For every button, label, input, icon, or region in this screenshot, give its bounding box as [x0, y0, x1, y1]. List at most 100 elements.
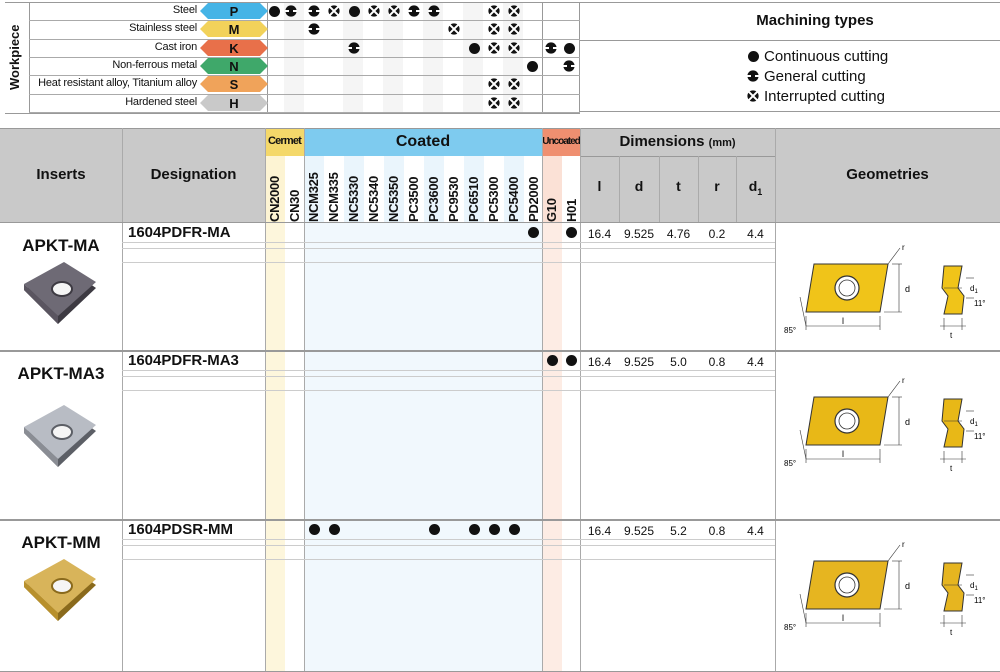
svg-text:H: H — [229, 96, 238, 111]
grade-column-label: PD2000 — [526, 176, 541, 222]
grade-availability-dot — [527, 227, 539, 238]
main-table: Inserts Designation Cermet Coated Uncoat… — [0, 128, 1000, 672]
svg-text:P: P — [230, 4, 239, 19]
grade-column-label: NCM335 — [326, 172, 341, 223]
interrupted-cutting-icon — [747, 90, 759, 102]
interrupted-cutting-icon — [448, 23, 460, 35]
cermet-label: Cermet — [267, 135, 302, 147]
iso-group-tag: N — [200, 57, 268, 74]
insert-name: APKT-MA3 — [17, 364, 105, 383]
grade-column-label: NC5350 — [386, 176, 401, 222]
insert-photo — [24, 559, 96, 621]
interrupted-cutting-icon — [388, 5, 400, 17]
svg-text:r: r — [902, 540, 905, 549]
inserts-header: Inserts — [36, 166, 86, 183]
svg-text:r: r — [902, 243, 905, 252]
grade-column-label: PC5400 — [506, 176, 521, 222]
uncoated-label: Uncoated — [542, 136, 581, 147]
dimension-column-label: t — [676, 178, 681, 194]
iso-group-tag: M — [200, 21, 268, 38]
interrupted-cutting-icon — [488, 5, 500, 17]
general-cutting-icon — [563, 60, 575, 72]
svg-text:S: S — [230, 77, 239, 92]
grade-column-label: CN2000 — [267, 176, 282, 222]
interrupted-cutting-icon — [488, 78, 500, 90]
dimension-value-d: 9.525 — [623, 227, 655, 241]
workpiece-table: Workpiece Steel P Stainless steel M Cast iro… — [5, 2, 580, 114]
machining-type-label: Interrupted cutting — [764, 88, 885, 105]
interrupted-cutting-icon — [508, 23, 520, 35]
dimension-value-l: 16.4 — [587, 227, 612, 241]
general-cutting-icon — [545, 41, 557, 54]
continuous-cutting-icon — [269, 6, 280, 17]
interrupted-cutting-icon — [488, 23, 500, 35]
workpiece-side-label: Workpiece — [7, 24, 22, 90]
interrupted-cutting-icon — [368, 5, 380, 17]
dimension-value-d1: 4.4 — [747, 524, 764, 538]
grade-availability-dot — [488, 524, 500, 535]
svg-text:85°: 85° — [784, 459, 796, 468]
svg-text:l: l — [842, 316, 844, 326]
grade-column-label: CN30 — [287, 189, 302, 222]
uncoated-header — [542, 128, 580, 156]
continuous-cutting-icon — [748, 51, 759, 62]
interrupted-cutting-icon — [508, 78, 520, 90]
interrupted-cutting-icon — [488, 96, 500, 109]
svg-text:r: r — [902, 376, 905, 385]
general-cutting-icon — [428, 5, 440, 17]
grade-column-label: H01 — [564, 199, 579, 222]
grade-column-label: NC5340 — [366, 176, 381, 222]
grade-availability-dot — [468, 524, 480, 535]
svg-text:t: t — [950, 331, 953, 340]
interrupted-cutting-icon — [508, 41, 520, 54]
dimension-value-t: 5.0 — [670, 355, 687, 369]
dimension-column-label: d — [634, 178, 644, 194]
dimension-value-t: 5.2 — [670, 524, 687, 538]
svg-text:d1: d1 — [970, 284, 978, 295]
continuous-cutting-icon — [349, 6, 360, 17]
geometries-header: Geometries — [846, 166, 929, 183]
interrupted-cutting-icon — [508, 96, 520, 109]
grade-column-label: PC5300 — [486, 176, 501, 222]
iso-group-tag: H — [200, 94, 268, 111]
machining-type-label: General cutting — [764, 68, 866, 85]
svg-text:l: l — [842, 613, 844, 623]
svg-text:d1: d1 — [970, 417, 978, 428]
general-cutting-icon — [348, 41, 360, 54]
insert-geometry-diagram: d l 85° r d1 11° t — [784, 540, 986, 637]
grade-column-label: PC3500 — [406, 176, 421, 222]
general-cutting-icon — [408, 5, 420, 17]
dimension-column-label: d1 — [748, 178, 763, 197]
grade-availability-dot — [546, 355, 558, 366]
grade-availability-dot — [508, 524, 520, 535]
insert-designation: 1604PDFR-MA3 — [128, 352, 239, 369]
general-cutting-icon — [747, 70, 759, 82]
workpiece-material: Stainless steel — [129, 22, 197, 35]
grade-column-label: NCM325 — [306, 172, 321, 223]
insert-geometry-diagram: d l 85° r d1 11° t — [784, 376, 986, 473]
grade-column-label: G10 — [544, 198, 559, 222]
dimensions-header: Dimensions (mm) — [619, 133, 736, 150]
dimension-value-r: 0.2 — [708, 227, 726, 241]
svg-text:M: M — [229, 22, 240, 37]
grade-column-label: PC3600 — [426, 176, 441, 222]
interrupted-cutting-icon — [328, 5, 340, 17]
grade-column-label: PC6510 — [466, 176, 481, 222]
svg-text:K: K — [229, 41, 239, 56]
dimension-value-l: 16.4 — [587, 524, 612, 538]
continuous-cutting-icon — [564, 42, 575, 54]
dimension-value-d1: 4.4 — [747, 227, 764, 241]
cermet-header — [265, 128, 304, 156]
interrupted-cutting-icon — [508, 5, 520, 17]
insert-photo — [24, 405, 96, 467]
workpiece-material: Steel — [172, 4, 197, 16]
workpiece-material: Hardened steel — [125, 95, 197, 108]
machining-type-label: Continuous cutting — [764, 48, 889, 65]
workpiece-material: Non-ferrous metal — [112, 58, 197, 71]
workpiece-material: Heat resistant alloy, Titanium alloy — [38, 77, 197, 90]
svg-text:11°: 11° — [974, 596, 986, 605]
designation-header: Designation — [150, 166, 237, 183]
svg-text:t: t — [950, 464, 953, 473]
dimension-value-l: 16.4 — [587, 355, 612, 369]
insert-name: APKT-MM — [21, 533, 101, 552]
